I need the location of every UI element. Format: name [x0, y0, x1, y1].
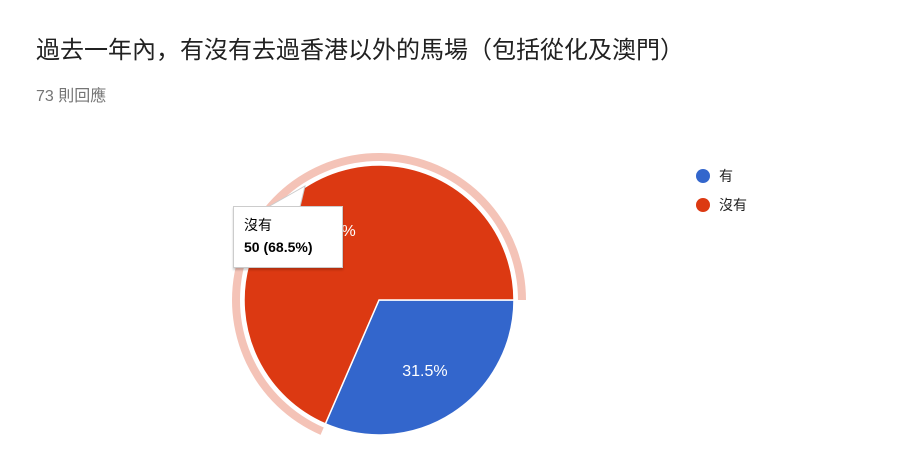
slice-label-0: 31.5%	[402, 363, 447, 380]
legend-label-no: 沒有	[719, 197, 747, 213]
legend-label-yes: 有	[719, 168, 733, 184]
pie-slice-0[interactable]	[324, 299, 515, 436]
tooltip-label: 沒有	[244, 217, 272, 233]
chart-title: 過去一年內，有沒有去過香港以外的馬場（包括從化及澳門）	[36, 37, 684, 64]
legend-swatch-yes	[696, 169, 710, 183]
tooltip-value: 50 (68.5%)	[244, 239, 313, 255]
legend-item-no[interactable]: 沒有	[696, 195, 747, 215]
response-count: 73 則回應	[36, 88, 107, 105]
legend-item-yes[interactable]: 有	[696, 166, 733, 186]
legend-swatch-no	[696, 198, 710, 212]
tooltip: 沒有 50 (68.5%)	[233, 206, 343, 268]
